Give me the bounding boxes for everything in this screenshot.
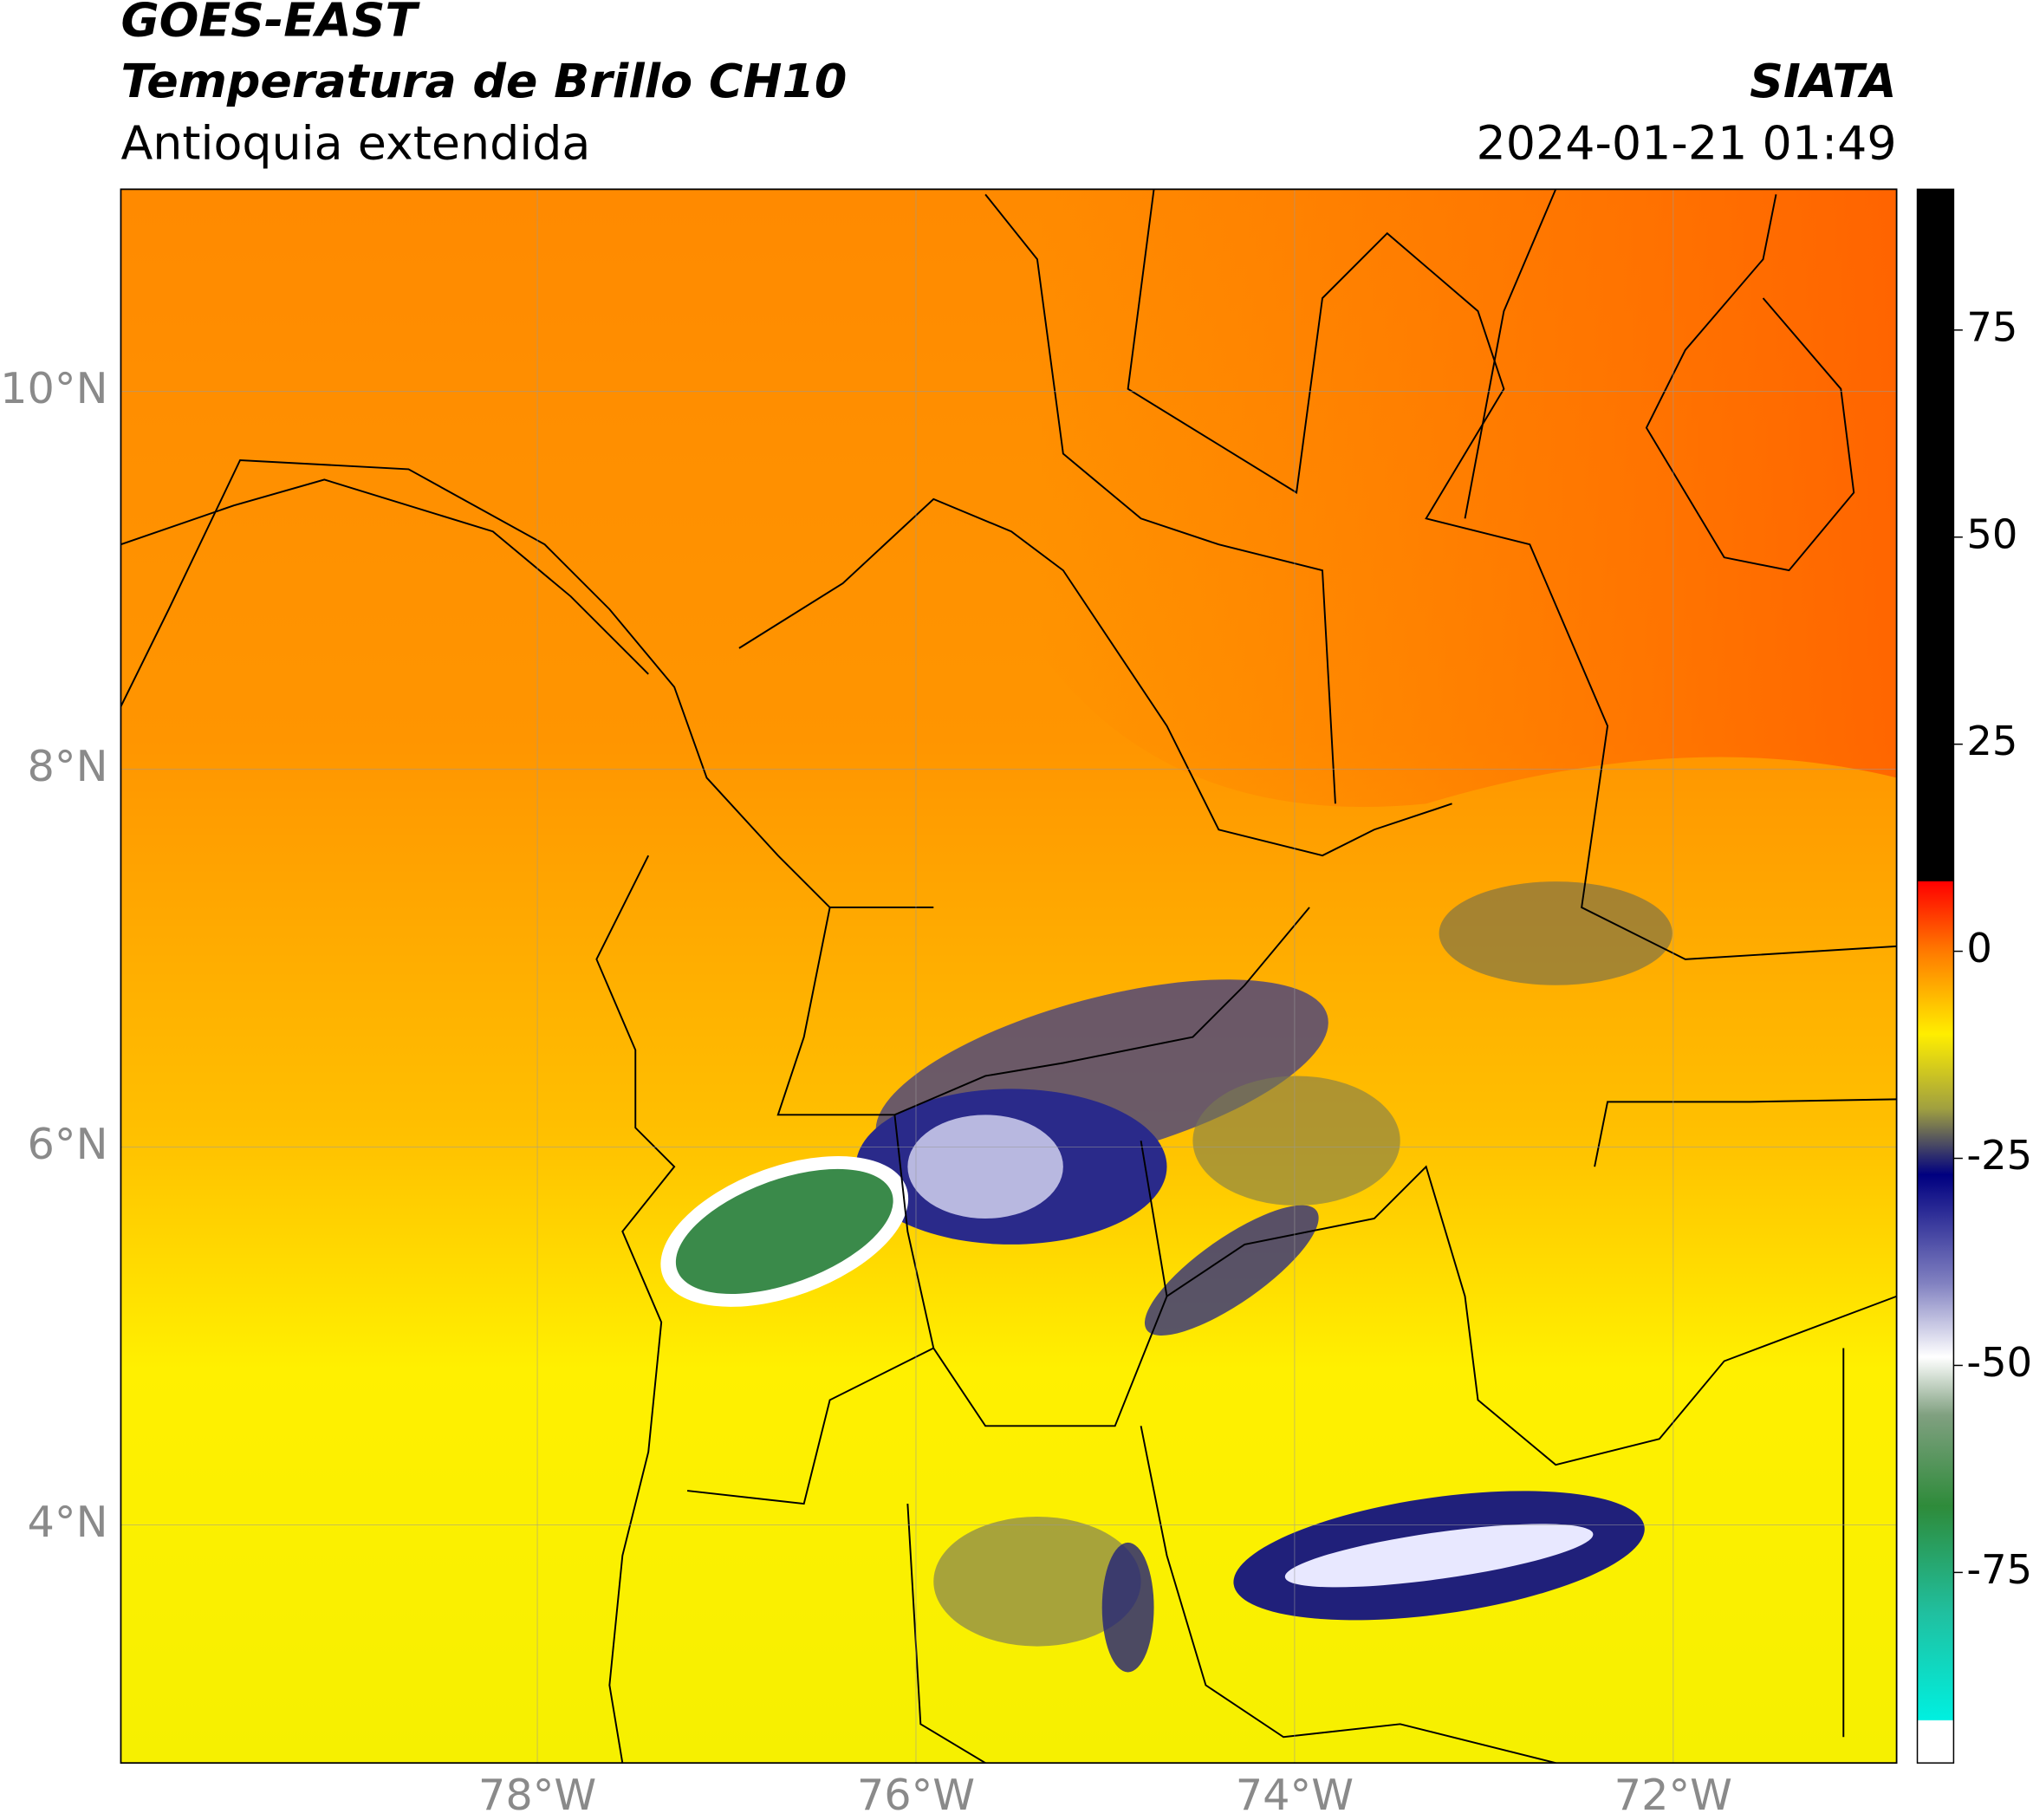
- colorbar-tick-label: 25: [1966, 718, 2017, 764]
- lat-tick-label: 6°N: [28, 1119, 108, 1169]
- colorbar-tick-label: 75: [1966, 303, 2017, 350]
- lat-tick-label: 8°N: [28, 741, 108, 791]
- lat-tick-label: 4°N: [28, 1497, 108, 1547]
- lon-tick-label: 74°W: [1236, 1770, 1354, 1820]
- colorbar-tick-label: -75: [1966, 1546, 2032, 1593]
- lon-tick-label: 72°W: [1614, 1770, 1732, 1820]
- satellite: GOES-EAST: [120, 0, 420, 48]
- colorbar-tick-label: -50: [1966, 1339, 2032, 1386]
- warm-area: [1036, 189, 1897, 808]
- colorbar-tick-label: -25: [1966, 1132, 2032, 1179]
- product: Temperatura de Brillo CH10: [120, 54, 847, 108]
- grid: [120, 189, 1897, 1764]
- map-area: [120, 189, 1897, 1764]
- borders: [120, 189, 1897, 1764]
- lon-tick-label: 78°W: [478, 1770, 596, 1820]
- colorbar-tick-label: 50: [1966, 510, 2017, 557]
- colorbar-tick-label: 0: [1966, 925, 1992, 972]
- lat-tick-label: 10°N: [0, 363, 107, 413]
- lon-tick-label: 76°W: [857, 1770, 975, 1820]
- region: Antioquia extendida: [120, 116, 590, 171]
- agency: SIATA: [1750, 54, 1897, 108]
- datetime: 2024-01-21 01:49: [1477, 116, 1897, 171]
- map-frame: [120, 188, 1898, 1765]
- colorbar: [1916, 188, 1955, 1764]
